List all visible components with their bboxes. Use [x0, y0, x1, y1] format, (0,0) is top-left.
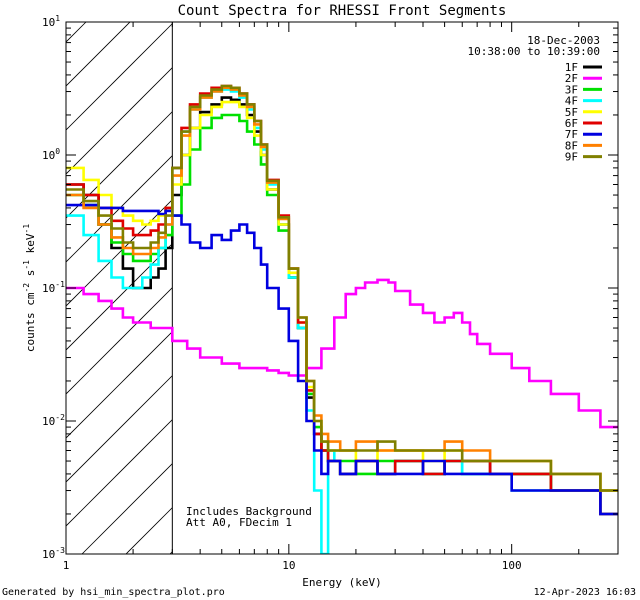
x-axis-label: Energy (keV): [302, 576, 381, 589]
legend-label-7F: 7F: [565, 128, 578, 141]
legend-label-5F: 5F: [565, 106, 578, 119]
legend-label-2F: 2F: [565, 72, 578, 85]
y-tick-label: 100: [42, 147, 60, 162]
series-2F: [66, 278, 618, 429]
y-tick-label: 101: [42, 14, 60, 29]
y-tick-label: 10-2: [42, 413, 65, 428]
annotation-background: Includes Background: [186, 505, 312, 518]
series-9F: [66, 84, 618, 492]
y-label-group: counts cm-2 s-1 keV-1: [22, 224, 37, 352]
x-tick-label: 1: [63, 559, 70, 572]
y-tick-label: 10-1: [42, 280, 65, 295]
date-label: 18-Dec-2003: [527, 34, 600, 47]
footer-timestamp: 12-Apr-2023 16:03: [534, 587, 636, 598]
y-label-text: counts cm-2 s-1 keV-1: [22, 224, 37, 352]
chart-title: Count Spectra for RHESSI Front Segments: [178, 3, 507, 19]
hatch-line: [66, 22, 219, 175]
legend-label-3F: 3F: [565, 83, 578, 96]
series-7F: [66, 203, 618, 516]
legend-label-4F: 4F: [565, 95, 578, 108]
hatch-line: [66, 22, 131, 87]
legend-label-9F: 9F: [565, 151, 578, 164]
x-tick-label: 10: [282, 559, 295, 572]
time-range-label: 10:38:00 to 10:39:00: [468, 45, 600, 58]
x-tick-label: 100: [502, 559, 522, 572]
legend-label-1F: 1F: [565, 61, 578, 74]
y-tick-label: 10-3: [42, 546, 65, 561]
series-5F: [66, 100, 618, 492]
footer-generated-by: Generated by hsi_min_spectra_plot.pro: [2, 587, 225, 598]
legend-label-6F: 6F: [565, 117, 578, 130]
series-lines: [66, 84, 618, 554]
legend-label-8F: 8F: [565, 139, 578, 152]
hatch-line: [0, 22, 42, 554]
y-axis-label: counts cm-2 s-1 keV-1: [22, 224, 37, 352]
annotation-attenuator: Att A0, FDecim 1: [186, 516, 292, 529]
hatch-line: [66, 22, 175, 131]
